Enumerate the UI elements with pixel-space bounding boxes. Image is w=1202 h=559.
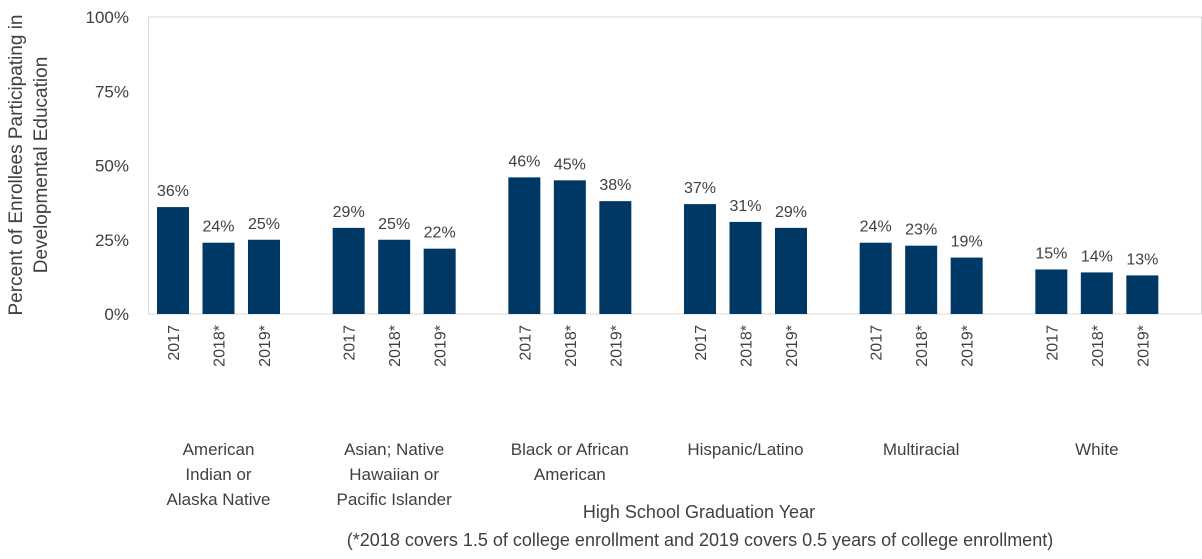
group-label: Alaska Native [167, 490, 271, 509]
y-tick-label: 25% [95, 231, 129, 250]
footnote: (*2018 covers 1.5 of college enrollment … [347, 530, 1053, 550]
x-tick-label: 2018* [387, 325, 404, 367]
data-label: 37% [684, 180, 716, 197]
x-tick-label: 2018* [212, 325, 229, 367]
bar [729, 221, 762, 314]
x-tick-label: 2019* [960, 325, 977, 367]
x-tick-label: 2017 [342, 325, 359, 361]
x-tick-label: 2018* [563, 325, 580, 367]
x-tick-label: 2018* [1090, 325, 1107, 367]
data-label: 29% [333, 204, 365, 221]
y-axis-title: Developmental Education [31, 57, 52, 274]
y-axis-title: Percent of Enrollees Participating in [6, 15, 27, 316]
data-label: 24% [860, 219, 892, 236]
group-label: Asian; Native [344, 440, 444, 459]
x-tick-label: 2018* [914, 325, 931, 367]
bar [950, 257, 983, 314]
data-label: 25% [248, 216, 280, 233]
x-tick-label: 2017 [693, 325, 710, 361]
bar [553, 180, 586, 314]
x-tick-label: 2019* [608, 325, 625, 367]
x-tick-label: 2017 [166, 325, 183, 361]
x-tick-label: 2019* [1135, 325, 1152, 367]
bar [599, 201, 632, 314]
group-label: Hispanic/Latino [687, 440, 803, 459]
data-label: 46% [508, 153, 540, 170]
bar [1080, 272, 1113, 314]
data-label: 15% [1035, 245, 1067, 262]
bar [157, 207, 189, 314]
group-label: Black or African [511, 440, 629, 459]
data-label: 14% [1081, 248, 1113, 265]
group-label: Indian or [185, 465, 251, 484]
bar [423, 248, 456, 314]
data-label: 45% [554, 156, 586, 173]
x-tick-label: 2019* [433, 325, 450, 367]
data-label: 19% [951, 234, 983, 251]
x-tick-label: 2017 [869, 325, 886, 361]
group-label: Multiracial [883, 440, 960, 459]
y-tick-label: 0% [104, 305, 129, 324]
data-label: 38% [599, 177, 631, 194]
x-tick-label: 2019* [257, 325, 274, 367]
bar [684, 204, 716, 314]
group-label: Hawaiian or [349, 465, 439, 484]
bar [775, 227, 807, 314]
bar [202, 242, 235, 314]
x-tick-label: 2017 [517, 325, 534, 361]
data-label: 31% [729, 198, 761, 215]
data-label: 23% [905, 222, 937, 239]
y-tick-label: 100% [86, 8, 129, 27]
data-label: 22% [424, 225, 456, 242]
x-tick-label: 2019* [784, 325, 801, 367]
group-label: American [534, 465, 606, 484]
data-label: 29% [775, 204, 807, 221]
data-label: 36% [157, 183, 189, 200]
data-label: 13% [1126, 251, 1158, 268]
x-tick-label: 2018* [739, 325, 756, 367]
bar [508, 177, 541, 314]
group-label: American [183, 440, 255, 459]
bar [859, 242, 892, 314]
group-label: Pacific Islander [337, 490, 453, 509]
bar [378, 239, 411, 314]
y-tick-label: 75% [95, 82, 129, 101]
bar [248, 239, 280, 314]
group-label: White [1075, 440, 1118, 459]
data-label: 24% [202, 219, 234, 236]
bar [332, 227, 365, 314]
y-tick-label: 50% [95, 157, 129, 176]
bar [1035, 269, 1068, 314]
bar [905, 245, 938, 314]
x-tick-label: 2017 [1044, 325, 1061, 361]
bar [1126, 275, 1159, 314]
x-axis-title: High School Graduation Year [583, 502, 815, 522]
data-label: 25% [378, 216, 410, 233]
